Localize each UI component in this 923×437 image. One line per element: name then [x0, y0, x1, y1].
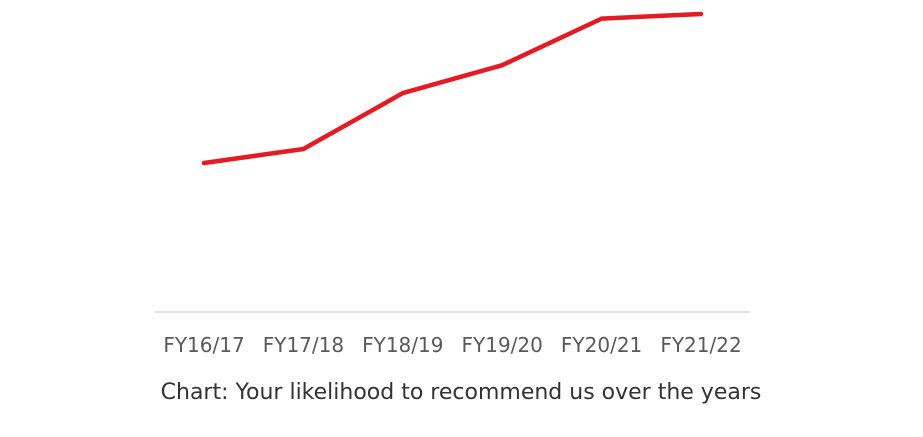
x-tick-label: FY18/19 [362, 333, 443, 357]
data-point [599, 16, 604, 21]
data-point [301, 147, 306, 152]
x-tick-label: FY20/21 [561, 333, 642, 357]
data-point [202, 160, 206, 165]
x-tick-label: FY19/20 [462, 333, 543, 357]
data-point [400, 91, 405, 96]
series-layer [201, 11, 704, 166]
series-line [201, 11, 704, 166]
x-tick-labels: FY16/17 FY17/18 FY18/19 FY19/20 FY20/21 FY21/… [163, 333, 741, 357]
x-tick-label: FY17/18 [263, 333, 344, 357]
x-tick-label: FY21/22 [660, 333, 741, 357]
data-point [699, 11, 703, 16]
data-point [500, 63, 505, 68]
chart-caption: Chart: Your likelihood to recommend us o… [161, 380, 762, 405]
x-tick-label: FY16/17 [163, 333, 244, 357]
